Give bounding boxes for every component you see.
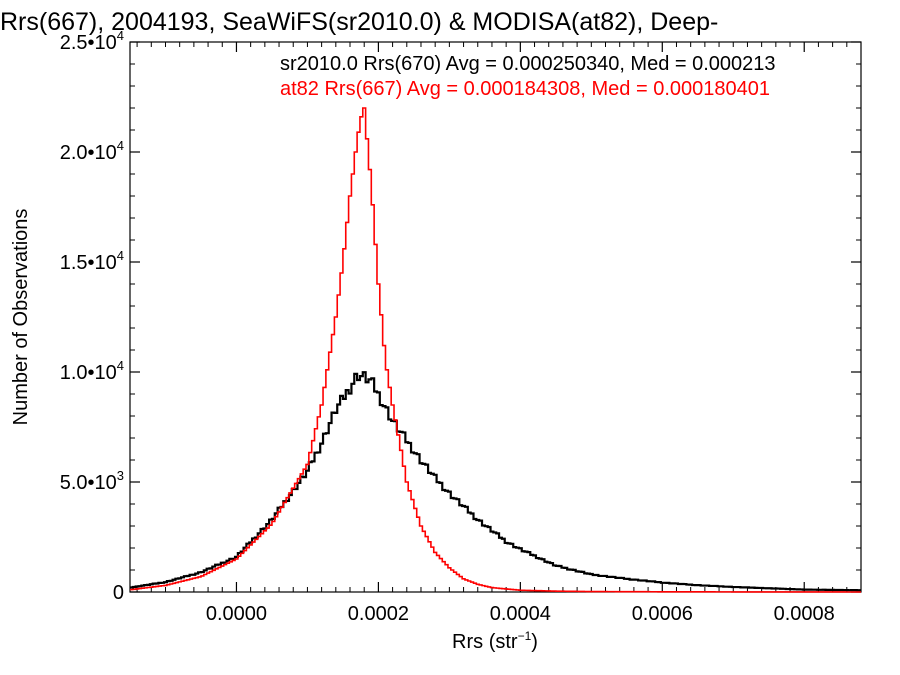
y-tick-label: 5.0•103 xyxy=(60,468,124,494)
x-tick-label: 0.0000 xyxy=(206,603,267,625)
y-tick-label: 2.5•104 xyxy=(60,28,124,54)
y-tick-label-exponent: 4 xyxy=(117,28,124,43)
y-tick-label-mantissa: 0 xyxy=(113,582,124,604)
y-tick-label-exponent: 3 xyxy=(117,468,124,483)
annotation-1: sr2010.0 Rrs(670) Avg = 0.000250340, Med… xyxy=(280,53,776,75)
y-tick-label-exponent: 4 xyxy=(117,248,124,263)
annotation-2: at82 Rrs(667) Avg = 0.000184308, Med = 0… xyxy=(280,78,770,100)
y-tick-label-mantissa: 1.0•10 xyxy=(60,362,117,384)
y-tick-label-mantissa: 2.0•10 xyxy=(60,142,117,164)
y-tick-label: 1.0•104 xyxy=(60,358,124,384)
series-layer xyxy=(130,107,861,593)
x-tick-label: 0.0006 xyxy=(632,603,693,625)
x-tick-label: 0.0008 xyxy=(774,603,835,625)
x-axis-label-close: ) xyxy=(531,631,538,653)
y-tick-label: 0 xyxy=(113,582,124,604)
y-tick-label-mantissa: 1.5•10 xyxy=(60,252,117,274)
y-tick-label-exponent: 4 xyxy=(117,138,124,153)
chart-title: Rrs(667), 2004193, SeaWiFS(sr2010.0) & M… xyxy=(0,8,718,36)
y-tick-label-mantissa: 2.5•10 xyxy=(60,32,117,54)
x-tick-label: 0.0004 xyxy=(490,603,551,625)
plot-frame xyxy=(129,41,862,593)
y-tick-label: 2.0•104 xyxy=(60,138,124,164)
series-line-at82 xyxy=(130,107,861,593)
annotations: sr2010.0 Rrs(670) Avg = 0.000250340, Med… xyxy=(280,53,776,100)
x-axis: 0.0000 0.0002 0.0004 0.0006 0.0008 xyxy=(136,42,848,625)
y-tick-label-mantissa: 5.0•10 xyxy=(60,472,117,494)
y-axis-label: Number of Observations xyxy=(10,209,32,426)
x-axis-label-text: Rrs (str xyxy=(452,631,518,653)
y-tick-label: 1.5•104 xyxy=(60,248,124,274)
series-line-sr2010 xyxy=(130,371,861,592)
y-tick-label-exponent: 4 xyxy=(117,358,124,373)
x-tick-label: 0.0002 xyxy=(348,603,409,625)
x-axis-label: Rrs (str−1) xyxy=(452,629,538,653)
x-axis-label-superscript: −1 xyxy=(518,629,532,643)
